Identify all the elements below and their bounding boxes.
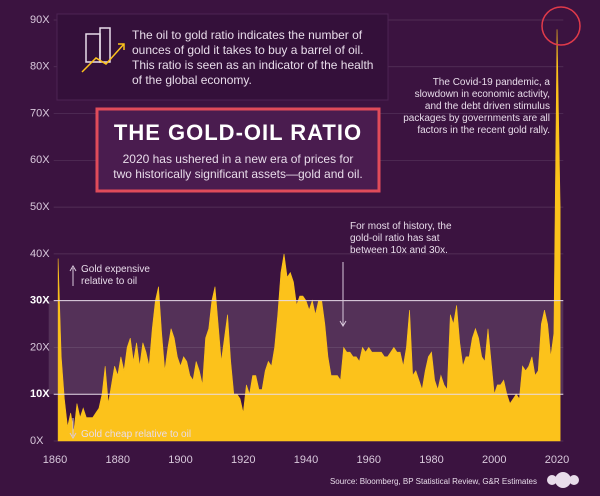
x-tick-label: 1860 [43,454,67,466]
y-tick-label: 50X [30,201,50,213]
info-text: The oil to gold ratio indicates the numb… [132,28,374,87]
x-tick-label: 1940 [294,454,318,466]
title-box [95,107,381,193]
x-tick-label: 1960 [357,454,381,466]
y-tick-label: 0X [30,435,44,447]
info-icon [81,27,125,73]
area [57,29,561,442]
x-tick-label: 1920 [231,454,255,466]
x-tick-label: 1900 [168,454,192,466]
x-tick-label: 1980 [419,454,443,466]
y-tick-label: 30X [30,295,50,307]
y-tick-label: 40X [30,248,50,260]
chart-title: THE GOLD-OIL RATIO [113,120,363,145]
y-tick-label: 80X [30,61,50,73]
logo [547,472,579,488]
x-tick-label: 2020 [545,454,569,466]
x-tick-label: 1880 [105,454,129,466]
arrows [69,262,347,439]
x-tick-label: 2000 [482,454,506,466]
chart-subtitle: 2020 has ushered in a new era of prices … [113,152,363,181]
annotation: Gold expensive relative to oil [81,264,150,287]
annotation: Gold cheap relative to oil [81,429,192,440]
annotation: The Covid-19 pandemic, a slowdown in eco… [403,77,550,136]
y-tick-label: 90X [30,14,50,26]
annotation: For most of history, the gold-oil ratio … [350,221,452,256]
y-tick-label: 10X [30,388,50,400]
y-tick-label: 60X [30,154,50,166]
y-tick-label: 20X [30,341,50,353]
y-tick-label: 70X [30,107,50,119]
highlight-circle [541,6,581,46]
source: Source: Bloomberg, BP Statistical Review… [329,477,537,486]
